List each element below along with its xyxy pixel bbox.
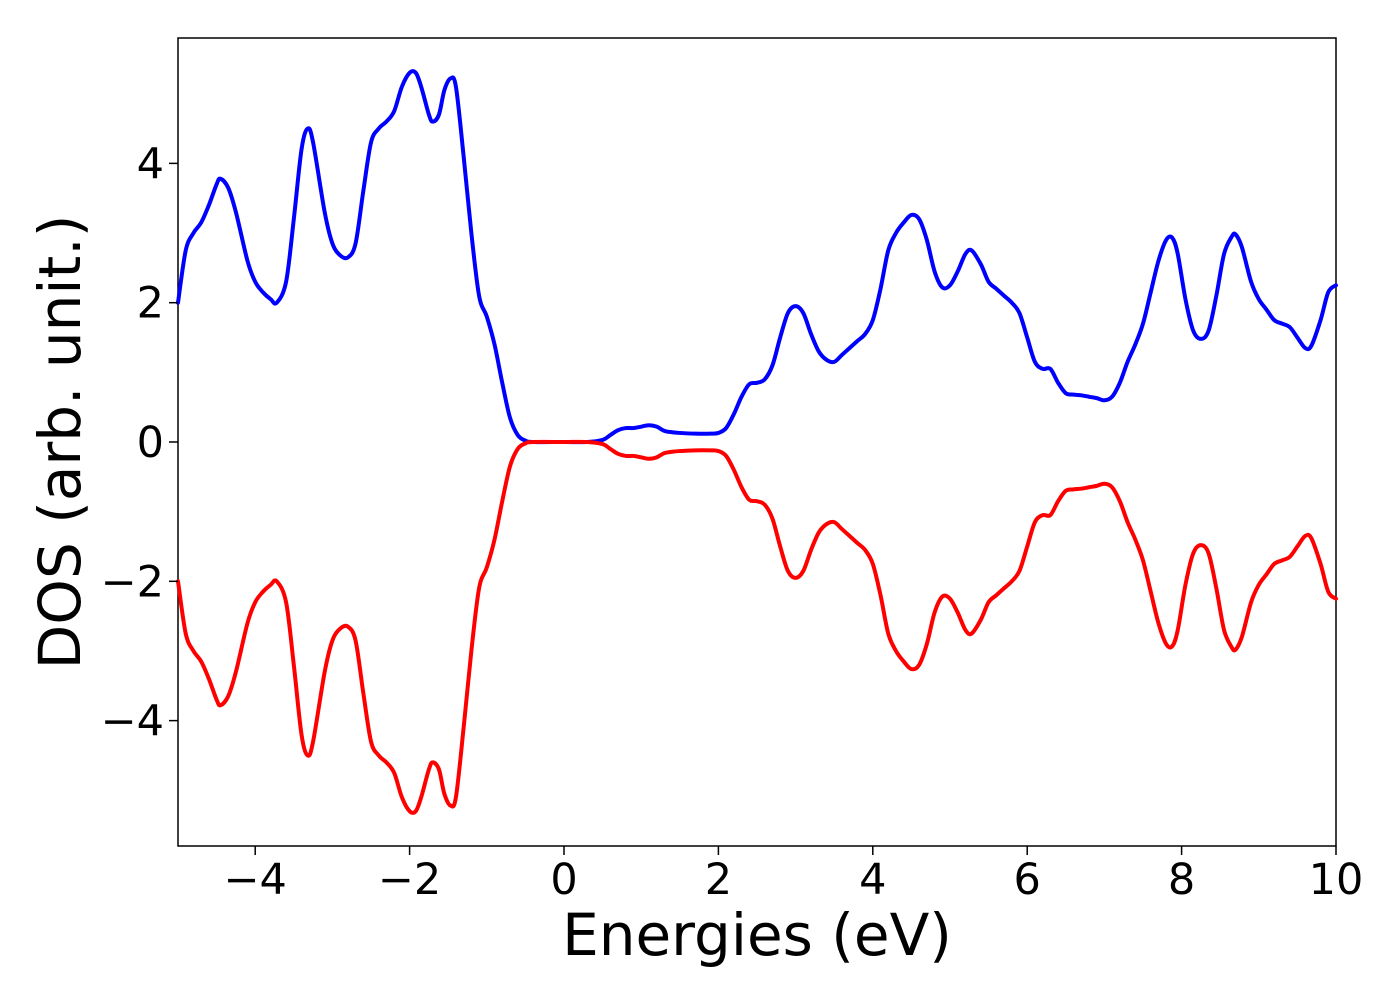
x-tick-label: 2 [705,855,732,905]
dos-series-line-1 [176,439,1338,815]
y-tick-label: 2 [137,279,164,329]
x-tick-label: 6 [1014,855,1041,905]
x-tick-label: −2 [378,855,441,905]
x-axis-ticks: −4 −2 0 2 4 6 8 10 [224,846,1364,905]
series-layer [176,69,1338,815]
y-axis-label: DOS (arb. unit.) [26,215,94,670]
plot-area [176,37,1338,847]
plot-frame [177,37,1337,847]
y-axis-ticks: −4 −2 0 2 4 [101,139,178,747]
x-tick-label: 0 [550,855,577,905]
dos-series-line-0 [176,69,1338,445]
x-tick-label: 4 [859,855,886,905]
y-tick-label: 0 [137,418,164,468]
y-tick-label: −2 [101,557,164,607]
y-tick-label: 4 [137,139,164,189]
x-tick-label: 10 [1309,855,1364,905]
x-tick-label: −4 [224,855,287,905]
y-tick-label: −4 [101,697,164,747]
x-axis-label: Energies (eV) [562,901,952,969]
x-tick-label: 8 [1168,855,1195,905]
